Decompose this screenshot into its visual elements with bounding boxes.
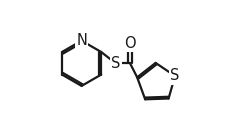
Text: S: S bbox=[111, 56, 120, 71]
Text: N: N bbox=[76, 33, 87, 48]
Text: S: S bbox=[170, 69, 180, 84]
Text: O: O bbox=[124, 36, 136, 51]
